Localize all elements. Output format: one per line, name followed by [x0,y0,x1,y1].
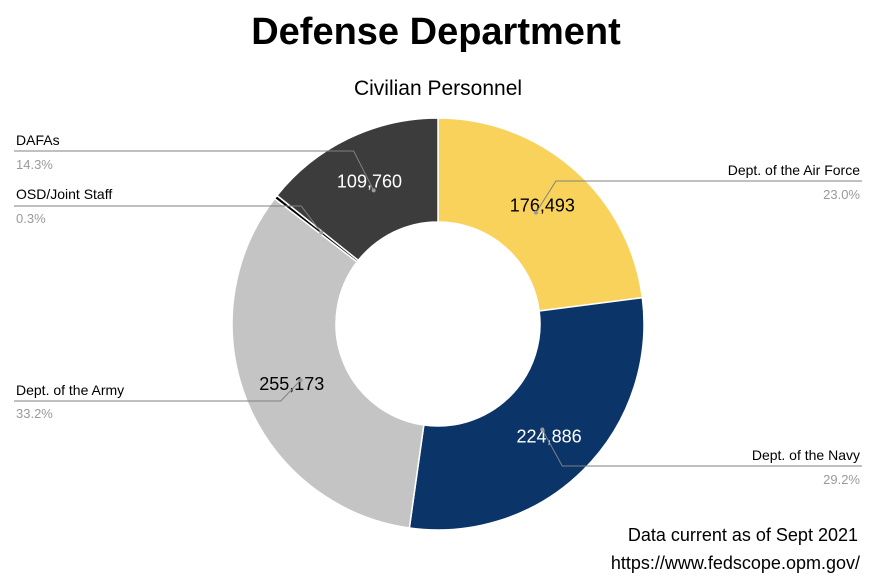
legend-callout-dafas: DAFAs 14.3% [14,132,376,193]
slice-dafas [275,117,439,262]
chart-subtitle: Civilian Personnel [354,77,522,100]
leader-line [14,205,322,233]
value-label-dept-of-the-navy: 224,886 [517,426,582,446]
leader-line [14,150,375,191]
legend-name-dept-of-the-air-force: Dept. of the Air Force [728,162,860,178]
value-label-dept-of-the-air-force: 176,493 [510,195,575,215]
legend-name-dept-of-the-navy: Dept. of the Navy [752,447,860,463]
leader-dot [319,230,324,235]
donut-slices [231,117,645,531]
legend-percent-dept-of-the-navy: 29.2% [823,472,860,487]
slice-dept-of-the-air-force [437,117,644,312]
leader-dot [371,188,376,193]
data-date-note: Data current as of Sept 2021 [628,525,858,545]
chart-title: Defense Department [251,11,621,53]
legend-callout-dept-of-the-navy: Dept. of the Navy 29.2% [540,427,862,487]
legend-callout-osd-joint-staff: OSD/Joint Staff 0.3% [14,186,324,235]
legend-name-dept-of-the-army: Dept. of the Army [16,382,124,398]
legend-name-dafas: DAFAs [16,132,60,148]
leader-dot [540,427,545,432]
legend-name-osd-joint-staff: OSD/Joint Staff [16,186,112,202]
legend-callout-dept-of-the-army: Dept. of the Army 33.2% [14,378,303,421]
leader-line [541,429,862,467]
legend-percent-osd-joint-staff: 0.3% [16,211,46,226]
leader-line [14,379,302,402]
legend-percent-dept-of-the-army: 33.2% [16,406,53,421]
slice-dept-of-the-army [231,197,425,529]
leader-dot [533,210,538,215]
source-url-note: https://www.fedscope.opm.gov/ [611,553,860,573]
leader-line [535,180,862,213]
legend-percent-dafas: 14.3% [16,157,53,172]
legend-callout-dept-of-the-air-force: Dept. of the Air Force 23.0% [533,162,862,215]
value-label-dept-of-the-army: 255,173 [259,374,324,394]
legend-percent-dept-of-the-air-force: 23.0% [823,187,860,202]
slice-dept-of-the-navy [408,296,645,531]
leader-dot [298,378,303,383]
